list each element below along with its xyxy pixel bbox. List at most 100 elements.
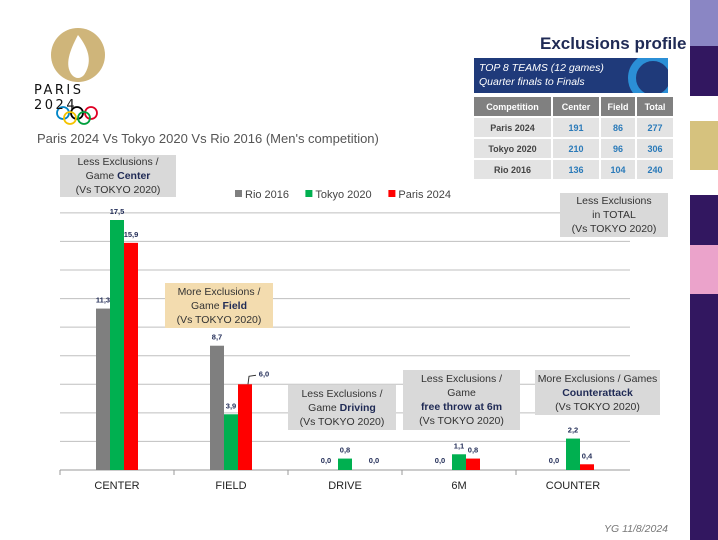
data-label: 0,8 bbox=[468, 446, 478, 455]
annotation-line: Game bbox=[190, 299, 223, 312]
annotation-line: (Vs TOKYO 2020) bbox=[176, 313, 262, 326]
x-tick-label: 6M bbox=[451, 480, 466, 492]
banner-line1: TOP 8 TEAMS (12 games) bbox=[479, 62, 604, 74]
annotation-bold: Counterattack bbox=[562, 386, 633, 399]
paris-2024-logo: PARIS 2024 bbox=[30, 25, 130, 125]
data-label: 0,8 bbox=[340, 446, 350, 455]
cell: 210 bbox=[553, 139, 599, 158]
bar-tokyo-2020 bbox=[338, 458, 352, 470]
data-label: 0,0 bbox=[435, 456, 445, 465]
leader-line bbox=[247, 374, 257, 385]
cell: Paris 2024 bbox=[474, 118, 551, 137]
bar-rio-2016 bbox=[210, 345, 224, 470]
deco-strip bbox=[690, 195, 718, 245]
legend-label: Paris 2024 bbox=[398, 189, 451, 201]
legend-swatch bbox=[388, 190, 396, 197]
annotation-field: More Exclusions / Game Field (Vs TOKYO 2… bbox=[165, 283, 273, 328]
deco-strip bbox=[690, 0, 718, 46]
cell: Rio 2016 bbox=[474, 160, 551, 179]
annotation-line: (Vs TOKYO 2020) bbox=[419, 415, 504, 427]
data-label: 11,3 bbox=[96, 296, 110, 305]
summary-table: Competition Center Field Total Paris 202… bbox=[472, 95, 675, 181]
banner-line2: Quarter finals to Finals bbox=[479, 76, 585, 88]
annotation-line: (Vs TOKYO 2020) bbox=[75, 184, 161, 196]
cell: 96 bbox=[601, 139, 635, 158]
annotation-line: (Vs TOKYO 2020) bbox=[555, 400, 640, 413]
annotation-counter: More Exclusions / Games Counterattack (V… bbox=[535, 370, 660, 415]
bar-chart: CENTER 11,3 17,5 15,9 FIELD 8,7 3,9 6,0 DRIVE 0,0… bbox=[59, 189, 630, 492]
annotation-6m: Less Exclusions / Game free throw at 6m … bbox=[403, 370, 520, 430]
data-label: 1,1 bbox=[454, 441, 464, 450]
table-row: Tokyo 2020 210 96 306 bbox=[474, 139, 673, 158]
table-row: Rio 2016 136 104 240 bbox=[474, 160, 673, 179]
x-tick-label: FIELD bbox=[215, 480, 246, 492]
bar-tokyo-2020 bbox=[224, 414, 238, 470]
deco-strip bbox=[690, 121, 718, 170]
deco-strip bbox=[690, 245, 718, 294]
bar-tokyo-2020 bbox=[452, 454, 466, 470]
annotation-line: Less Exclusions / bbox=[77, 156, 159, 168]
cell: 306 bbox=[637, 139, 673, 158]
annotation-bold: Field bbox=[222, 299, 248, 312]
annotation-bold: Center bbox=[117, 170, 151, 182]
col-header: Competition bbox=[474, 97, 551, 116]
data-label: 8,7 bbox=[212, 333, 222, 342]
page-title: Exclusions profile bbox=[540, 34, 687, 53]
bar-paris-2024 bbox=[466, 458, 480, 470]
data-label: 0,4 bbox=[582, 451, 593, 460]
cell: 86 bbox=[601, 118, 635, 137]
annotation-line: Game bbox=[308, 401, 340, 414]
annotation-line: Less Exclusions / bbox=[301, 387, 383, 400]
data-label: 17,5 bbox=[110, 207, 125, 216]
bar-tokyo-2020 bbox=[110, 220, 124, 470]
bar-paris-2024 bbox=[580, 464, 594, 470]
data-label: 0,0 bbox=[549, 456, 559, 465]
annotation-line: Game bbox=[447, 387, 476, 399]
table-row: Paris 2024 191 86 277 bbox=[474, 118, 673, 137]
cell: 104 bbox=[601, 160, 635, 179]
annotation-line: in TOTAL bbox=[592, 209, 636, 221]
banner: TOP 8 TEAMS (12 games) Quarter finals to… bbox=[474, 58, 668, 93]
cell: 240 bbox=[637, 160, 673, 179]
col-header: Total bbox=[637, 97, 673, 116]
annotation-line: More Exclusions / Games bbox=[537, 372, 658, 385]
x-tick-label: COUNTER bbox=[546, 480, 600, 492]
chart-subtitle: Paris 2024 Vs Tokyo 2020 Vs Rio 2016 (Me… bbox=[37, 131, 379, 146]
legend-swatch bbox=[235, 190, 242, 197]
deco-strip bbox=[690, 294, 718, 540]
data-label: 15,9 bbox=[124, 230, 139, 239]
x-tick-label: CENTER bbox=[94, 480, 139, 492]
cell: 136 bbox=[553, 160, 599, 179]
legend-label: Rio 2016 bbox=[245, 189, 289, 201]
col-header: Field bbox=[601, 97, 635, 116]
annotation-center: Less Exclusions / Game Center (Vs TOKYO … bbox=[60, 155, 176, 197]
data-label: 0,0 bbox=[369, 456, 379, 465]
legend-label: Tokyo 2020 bbox=[315, 189, 371, 201]
bar-tokyo-2020 bbox=[566, 438, 580, 470]
annotation-bold: free throw at 6m bbox=[420, 401, 503, 413]
bar-rio-2016 bbox=[96, 308, 110, 470]
legend-swatch bbox=[305, 190, 313, 197]
data-label: 2,2 bbox=[568, 426, 578, 435]
annotation-line: Game bbox=[85, 170, 118, 182]
data-label: 3,9 bbox=[226, 401, 236, 410]
cell: Tokyo 2020 bbox=[474, 139, 551, 158]
x-tick-label: DRIVE bbox=[328, 480, 362, 492]
annotation-line: Less Exclusions bbox=[576, 195, 652, 207]
annotation-line: Less Exclusions / bbox=[420, 373, 503, 385]
table-header: Competition Center Field Total bbox=[474, 97, 673, 116]
bar-paris-2024 bbox=[238, 384, 252, 470]
annotation-line: (Vs TOKYO 2020) bbox=[571, 223, 657, 235]
annotation-bold: Driving bbox=[339, 401, 376, 414]
annotation-line: More Exclusions / bbox=[177, 285, 261, 298]
cell: 277 bbox=[637, 118, 673, 137]
data-label: 6,0 bbox=[259, 369, 269, 378]
annotation-total: Less Exclusions in TOTAL (Vs TOKYO 2020) bbox=[560, 193, 668, 237]
bar-paris-2024 bbox=[124, 242, 138, 470]
data-label: 0,0 bbox=[321, 456, 331, 465]
footer-signature: YG 11/8/2024 bbox=[604, 523, 669, 535]
col-header: Center bbox=[553, 97, 599, 116]
cell: 191 bbox=[553, 118, 599, 137]
annotation-drive: Less Exclusions / Game Driving (Vs TOKYO… bbox=[288, 385, 396, 430]
annotation-line: (Vs TOKYO 2020) bbox=[299, 415, 385, 428]
